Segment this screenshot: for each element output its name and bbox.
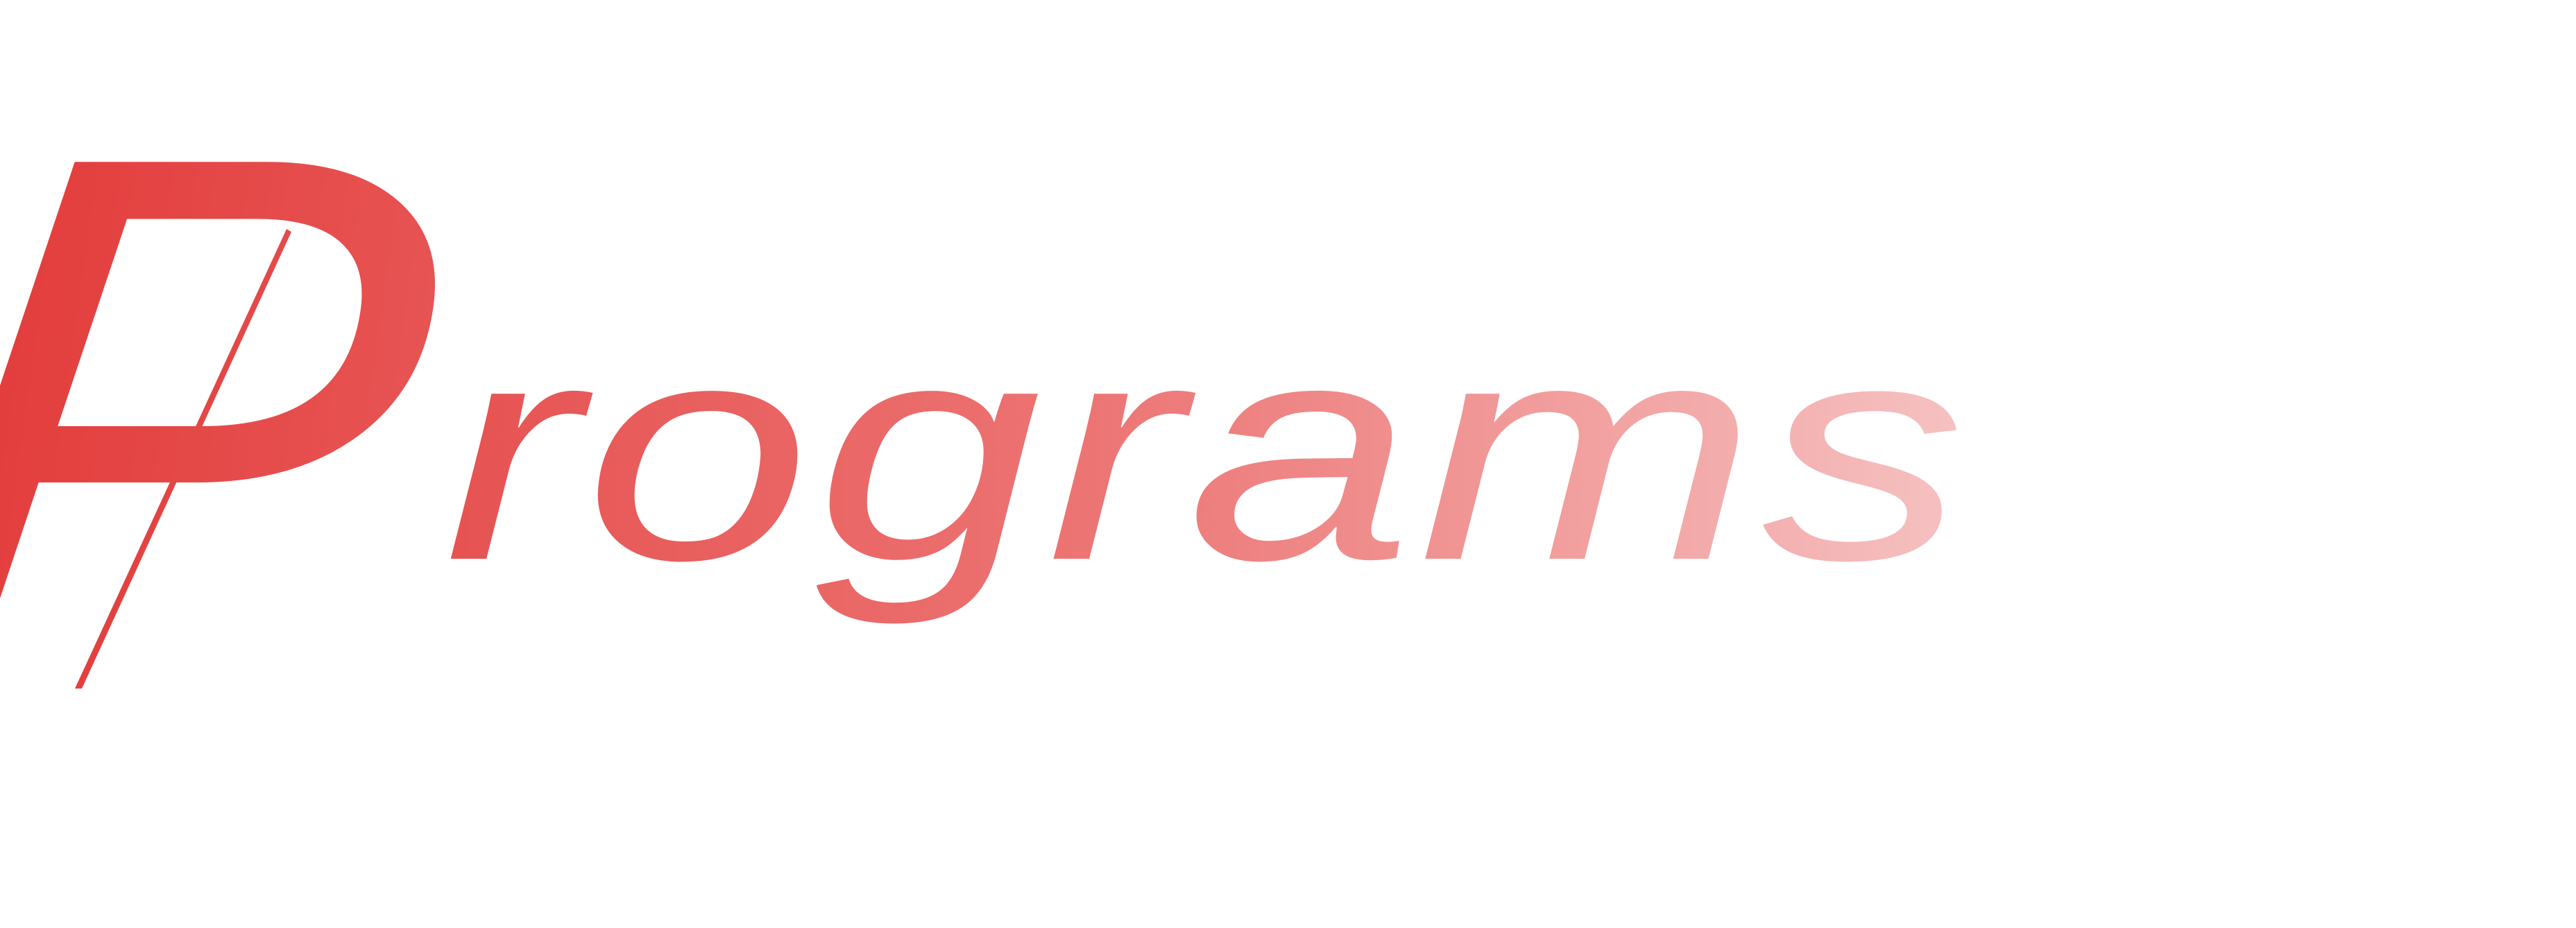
- wordmark-rest: rograms: [444, 277, 1970, 627]
- wordmark-initial: P: [0, 0, 486, 850]
- p-accent-stroke: [75, 229, 291, 689]
